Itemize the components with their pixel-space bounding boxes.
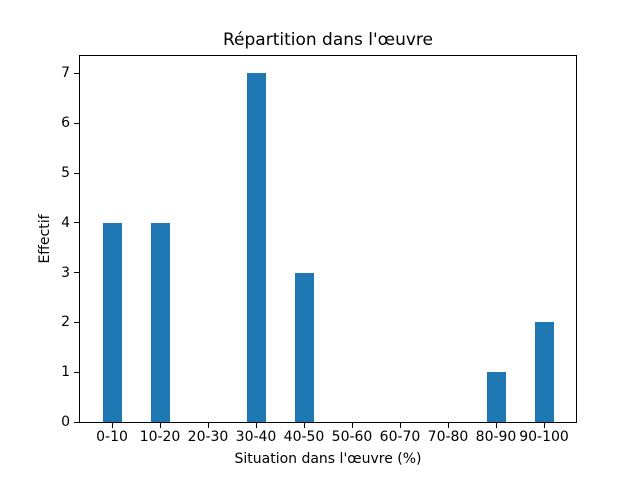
x-tick-label: 70-80 <box>427 429 469 445</box>
bar-30-40 <box>246 73 266 422</box>
x-tick-label: 80-90 <box>475 429 517 445</box>
y-tick-label: 1 <box>61 364 70 381</box>
y-tick-label: 4 <box>61 214 70 231</box>
plot-area: 0 1 2 3 4 5 6 7 0-10 10-20 20-30 30-40 40-50 50-60 60… <box>61 55 577 444</box>
x-tick-label: 90-100 <box>519 429 569 445</box>
bar-40-50 <box>294 272 314 422</box>
x-tick-label: 20-30 <box>187 429 229 445</box>
x-tick-mark <box>543 423 545 428</box>
x-tick-label: 40-50 <box>283 429 325 445</box>
y-tick-label: 2 <box>61 314 70 331</box>
y-tick-mark <box>74 321 79 323</box>
bar-90-100 <box>534 322 554 422</box>
x-tick-mark <box>111 423 113 428</box>
y-tick-label: 0 <box>61 414 70 430</box>
chart-title: Répartition dans l'œuvre <box>222 30 433 50</box>
y-tick-label: 6 <box>61 115 70 132</box>
x-tick-mark <box>495 423 497 428</box>
y-tick-mark <box>74 222 79 224</box>
x-tick-mark <box>351 423 353 428</box>
x-tick-label: 10-20 <box>139 429 181 445</box>
x-tick-mark <box>447 423 449 428</box>
x-tick-mark <box>303 423 305 428</box>
y-tick-label: 7 <box>61 65 70 82</box>
y-tick-mark <box>74 122 79 124</box>
x-tick-label: 60-70 <box>379 429 421 445</box>
x-tick-mark <box>399 423 401 428</box>
y-axis-label: Effectif <box>37 214 53 264</box>
y-tick-mark <box>74 72 79 74</box>
x-tick-mark <box>159 423 161 428</box>
bar-10-20 <box>150 222 170 422</box>
y-tick-mark <box>74 371 79 373</box>
y-tick-mark <box>74 421 79 423</box>
x-axis-label: Situation dans l'œuvre (%) <box>234 451 422 467</box>
bar-0-10 <box>102 222 122 422</box>
y-tick-mark <box>74 272 79 274</box>
x-tick-label: 50-60 <box>331 429 373 445</box>
y-tick-mark <box>74 172 79 174</box>
x-tick-label: 30-40 <box>235 429 277 445</box>
bar-80-90 <box>486 372 506 422</box>
y-tick-label: 3 <box>61 264 70 281</box>
x-tick-label: 0-10 <box>96 429 128 445</box>
y-tick-label: 5 <box>61 165 70 182</box>
x-tick-mark <box>207 423 209 428</box>
x-tick-mark <box>255 423 257 428</box>
